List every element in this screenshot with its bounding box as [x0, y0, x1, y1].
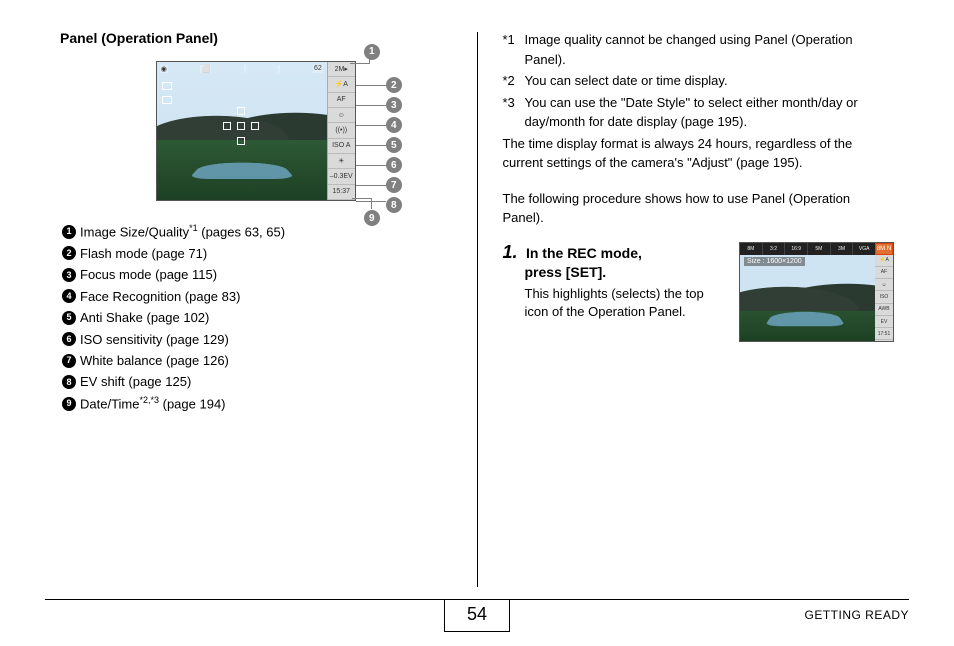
callout-circle: 4 [386, 117, 402, 133]
legend-text: Date/Time*2,*3 (page 194) [80, 393, 226, 415]
camera-illustration: ◉ ⬜ 62 2M▸ ⚡A A [60, 61, 452, 201]
legend-number: 3 [62, 268, 76, 282]
legend-item: 3 Focus mode (page 115) [62, 264, 452, 285]
callout-circle: 3 [386, 97, 402, 113]
footnote-extra: The time display format is always 24 hou… [503, 134, 895, 173]
step-number: 1. [503, 242, 518, 263]
camera-top-icons: ◉ ⬜ 62 [160, 65, 323, 73]
callout-circle: 2 [386, 77, 402, 93]
footnote-text: You can select date or time display. [525, 71, 728, 91]
legend-number: 6 [62, 332, 76, 346]
section-title: Panel (Operation Panel) [60, 30, 452, 46]
callout-stack: 2 3 4 5 6 7 8 [386, 77, 402, 213]
legend-number: 9 [62, 397, 76, 411]
legend-number: 7 [62, 354, 76, 368]
page-footer: 54 GETTING READY [45, 599, 909, 622]
footnote-key: *1 [503, 30, 525, 69]
step-illustration: 8M 3:2 16:9 5M 3M VGA 8M N Size : 1600×1… [739, 242, 894, 342]
footnote-key: *2 [503, 71, 525, 91]
step-1: 1. In the REC mode, press [SET]. This hi… [503, 242, 895, 342]
footnote-text: Image quality cannot be changed using Pa… [525, 30, 895, 69]
legend-item: 7 White balance (page 126) [62, 350, 452, 371]
footnote-row: *3You can use the "Date Style" to select… [503, 93, 895, 132]
footnote-text: You can use the "Date Style" to select e… [525, 93, 895, 132]
section-name: GETTING READY [804, 602, 909, 622]
footnotes: *1Image quality cannot be changed using … [503, 30, 895, 132]
legend-item: 5 Anti Shake (page 102) [62, 307, 452, 328]
legend-list: 1 Image Size/Quality*1 (pages 63, 65) 2 Fla… [62, 221, 452, 415]
legend-text: Anti Shake (page 102) [80, 307, 209, 328]
footnote-key: *3 [503, 93, 525, 132]
legend-text: EV shift (page 125) [80, 371, 191, 392]
callout-circle: 7 [386, 177, 402, 193]
camera-side-panel: 2M▸ ⚡A AF ☺ ((•)) ISO A ☀ –0.3EV 15:37 [327, 62, 355, 200]
legend-number: 1 [62, 225, 76, 239]
legend-text: Face Recognition (page 83) [80, 286, 240, 307]
callout-circle: 9 [364, 210, 380, 226]
legend-text: ISO sensitivity (page 129) [80, 329, 229, 350]
camera-screen: ◉ ⬜ 62 2M▸ ⚡A A [156, 61, 356, 201]
legend-item: 2 Flash mode (page 71) [62, 243, 452, 264]
legend-number: 2 [62, 246, 76, 260]
legend-item: 4 Face Recognition (page 83) [62, 286, 452, 307]
step-title-line2: press [SET]. [525, 263, 726, 283]
step-description: This highlights (selects) the top icon o… [525, 285, 726, 321]
callout-circle: 6 [386, 157, 402, 173]
intro-text: The following procedure shows how to use… [503, 189, 895, 228]
legend-item: 8 EV shift (page 125) [62, 371, 452, 392]
legend-text: Flash mode (page 71) [80, 243, 207, 264]
legend-item: 1 Image Size/Quality*1 (pages 63, 65) [62, 221, 452, 243]
legend-number: 8 [62, 375, 76, 389]
legend-text: Image Size/Quality*1 (pages 63, 65) [80, 221, 285, 243]
callout-circle: 1 [364, 44, 380, 60]
callout-circle: 8 [386, 197, 402, 213]
legend-item: 6 ISO sensitivity (page 129) [62, 329, 452, 350]
callout-circle: 5 [386, 137, 402, 153]
legend-item: 9 Date/Time*2,*3 (page 194) [62, 393, 452, 415]
footnote-row: *1Image quality cannot be changed using … [503, 30, 895, 69]
page-number: 54 [444, 600, 510, 632]
legend-number: 5 [62, 311, 76, 325]
footnote-row: *2You can select date or time display. [503, 71, 895, 91]
legend-text: Focus mode (page 115) [80, 264, 217, 285]
step-title-line1: In the REC mode, [526, 245, 642, 261]
legend-text: White balance (page 126) [80, 350, 229, 371]
legend-number: 4 [62, 289, 76, 303]
